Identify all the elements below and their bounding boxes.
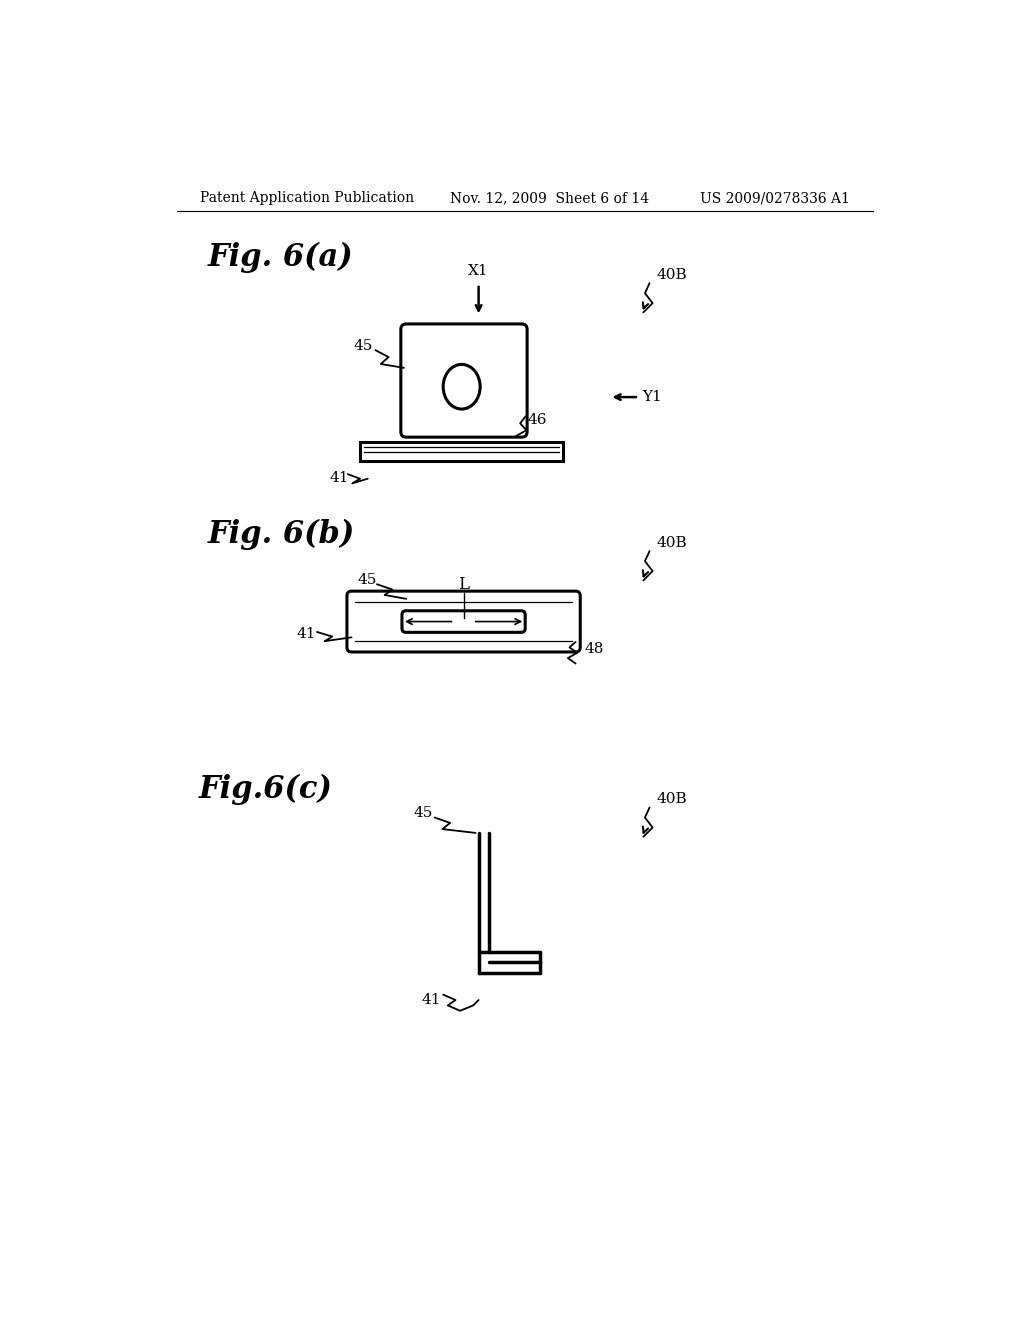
Text: 45: 45 xyxy=(357,573,377,587)
Text: 40B: 40B xyxy=(656,536,687,550)
Text: 45: 45 xyxy=(414,807,433,820)
Text: 40B: 40B xyxy=(656,268,687,282)
Ellipse shape xyxy=(443,364,480,409)
Text: Patent Application Publication: Patent Application Publication xyxy=(200,191,414,206)
FancyBboxPatch shape xyxy=(400,323,527,437)
Text: L: L xyxy=(458,577,469,594)
Text: Fig. 6(a): Fig. 6(a) xyxy=(208,242,353,272)
Text: X1: X1 xyxy=(468,264,488,277)
Text: 45: 45 xyxy=(354,338,373,352)
Text: 41: 41 xyxy=(422,993,441,1007)
Text: Y1: Y1 xyxy=(643,391,663,404)
Text: Nov. 12, 2009  Sheet 6 of 14: Nov. 12, 2009 Sheet 6 of 14 xyxy=(451,191,649,206)
Text: Fig. 6(b): Fig. 6(b) xyxy=(208,519,354,549)
FancyBboxPatch shape xyxy=(402,611,525,632)
Text: 41: 41 xyxy=(330,471,349,484)
Text: 46: 46 xyxy=(528,413,548,428)
Text: 40B: 40B xyxy=(656,792,687,807)
Bar xyxy=(360,442,563,461)
FancyBboxPatch shape xyxy=(347,591,581,652)
Text: 41: 41 xyxy=(296,627,315,642)
Text: Fig.6(c): Fig.6(c) xyxy=(199,775,332,805)
Text: US 2009/0278336 A1: US 2009/0278336 A1 xyxy=(700,191,850,206)
Text: 48: 48 xyxy=(585,642,604,656)
